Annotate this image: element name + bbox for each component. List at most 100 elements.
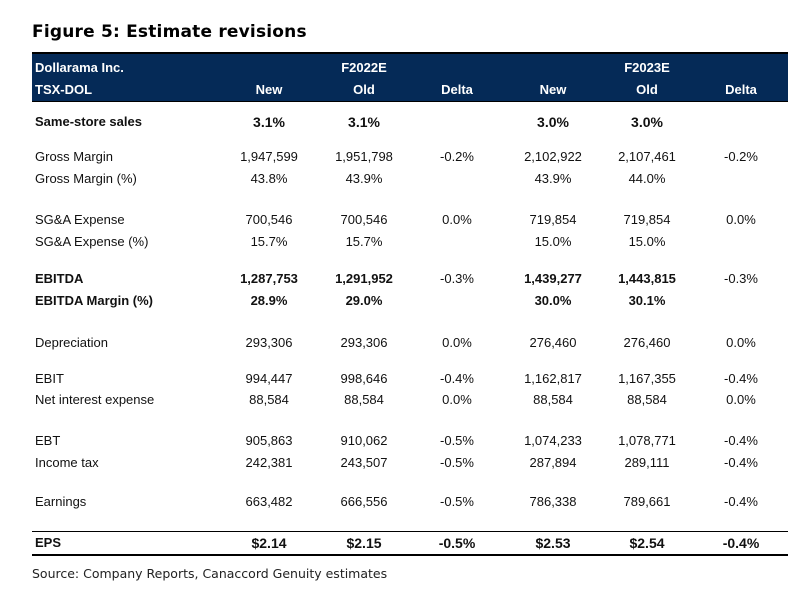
cell-f23-old: $2.54 <box>629 535 665 551</box>
cell-f22-old: 293,306 <box>340 335 388 350</box>
cell-f23-delta: 0.0% <box>726 212 756 227</box>
cell-f23-delta: -0.2% <box>724 149 758 164</box>
cell-f23-old: 1,443,815 <box>618 271 676 286</box>
cell-f22-new: 88,584 <box>249 392 289 407</box>
cell-f23-old: 1,167,355 <box>618 371 676 386</box>
cell-f22-old: 910,062 <box>340 433 388 448</box>
cell-f22-delta: -0.5% <box>438 535 476 551</box>
cell-f22-delta: -0.5% <box>440 494 474 509</box>
cell-f23-delta: -0.4% <box>724 371 758 386</box>
cell-f23-new: 43.9% <box>534 171 572 186</box>
row-label: Gross Margin (%) <box>35 171 137 186</box>
cell-f22-new: 663,482 <box>245 494 293 509</box>
cell-f23-new: 287,894 <box>529 455 577 470</box>
cell-f22-new: 700,546 <box>245 212 293 227</box>
cell-f23-old: 3.0% <box>631 114 663 130</box>
cell-f22-new: 994,447 <box>245 371 293 386</box>
cell-f22-old: 15.7% <box>345 234 383 249</box>
header-period-f2022e: F2022E <box>341 60 387 75</box>
header-f23-new: New <box>539 82 567 97</box>
header-f23-old: Old <box>636 82 658 97</box>
figure-title: Figure 5: Estimate revisions <box>32 22 307 42</box>
cell-f22-old: 666,556 <box>340 494 388 509</box>
cell-f22-new: 242,381 <box>245 455 293 470</box>
cell-f22-old: 29.0% <box>345 293 383 308</box>
cell-f23-new: 15.0% <box>534 234 572 249</box>
cell-f22-delta: -0.3% <box>440 271 474 286</box>
cell-f22-old: $2.15 <box>346 535 382 551</box>
header-f22-old: Old <box>353 82 375 97</box>
cell-f22-new: 3.1% <box>253 114 285 130</box>
header-ticker: TSX-DOL <box>35 82 93 97</box>
cell-f23-new: 719,854 <box>529 212 577 227</box>
cell-f22-new: 905,863 <box>245 433 293 448</box>
cell-f22-old: 1,951,798 <box>335 149 393 164</box>
cell-f22-delta: 0.0% <box>442 335 472 350</box>
row-label: EBIT <box>35 371 64 386</box>
cell-f23-delta: 0.0% <box>726 335 756 350</box>
header-company: Dollarama Inc. <box>35 60 124 75</box>
row-label: SG&A Expense <box>35 212 125 227</box>
header-f23-delta: Delta <box>725 82 757 97</box>
cell-f22-delta: -0.5% <box>440 455 474 470</box>
cell-f23-delta: -0.4% <box>724 455 758 470</box>
row-label: Net interest expense <box>35 392 155 407</box>
cell-f22-old: 1,291,952 <box>335 271 393 286</box>
cell-f23-new: 3.0% <box>537 114 569 130</box>
cell-f22-delta: -0.4% <box>440 371 474 386</box>
header-f22-delta: Delta <box>441 82 473 97</box>
cell-f23-old: 88,584 <box>627 392 667 407</box>
table-header: Dollarama Inc. TSX-DOL F2022E F2023E New… <box>32 52 788 102</box>
cell-f23-new: 30.0% <box>534 293 572 308</box>
cell-f22-new: 43.8% <box>250 171 288 186</box>
header-period-f2023e: F2023E <box>624 60 670 75</box>
cell-f23-old: 789,661 <box>623 494 671 509</box>
cell-f22-old: 243,507 <box>340 455 388 470</box>
cell-f23-delta: -0.4% <box>724 494 758 509</box>
cell-f23-new: 2,102,922 <box>524 149 582 164</box>
row-label: Depreciation <box>35 335 108 350</box>
cell-f22-new: 28.9% <box>250 293 288 308</box>
row-label: Same-store sales <box>35 114 142 129</box>
cell-f23-delta: 0.0% <box>726 392 756 407</box>
cell-f22-delta: -0.2% <box>440 149 474 164</box>
row-label: EBT <box>35 433 61 448</box>
cell-f23-new: 1,162,817 <box>524 371 582 386</box>
row-label: SG&A Expense (%) <box>35 234 149 249</box>
cell-f23-old: 289,111 <box>624 455 670 470</box>
cell-f23-old: 30.1% <box>628 293 666 308</box>
cell-f22-old: 88,584 <box>344 392 384 407</box>
cell-f23-new: 786,338 <box>529 494 577 509</box>
cell-f22-delta: 0.0% <box>442 212 472 227</box>
cell-f22-new: 293,306 <box>245 335 293 350</box>
source-note: Source: Company Reports, Canaccord Genui… <box>32 566 388 581</box>
cell-f22-delta: -0.5% <box>440 433 474 448</box>
header-f22-new: New <box>255 82 283 97</box>
cell-f23-new: 1,439,277 <box>524 271 582 286</box>
cell-f23-old: 1,078,771 <box>618 433 676 448</box>
cell-f22-new: 1,947,599 <box>240 149 298 164</box>
cell-f22-old: 3.1% <box>348 114 380 130</box>
row-label: Earnings <box>35 494 87 509</box>
cell-f22-old: 43.9% <box>345 171 383 186</box>
cell-f23-new: 1,074,233 <box>524 433 582 448</box>
cell-f23-new: $2.53 <box>535 535 571 551</box>
row-label: EBITDA <box>35 271 84 286</box>
cell-f23-old: 719,854 <box>623 212 671 227</box>
cell-f23-old: 276,460 <box>623 335 671 350</box>
cell-f22-new: 15.7% <box>250 234 288 249</box>
row-label: Income tax <box>35 455 99 470</box>
row-label: Gross Margin <box>35 149 114 164</box>
cell-f23-old: 15.0% <box>628 234 666 249</box>
row-label: EBITDA Margin (%) <box>35 293 153 308</box>
cell-f23-new: 88,584 <box>533 392 573 407</box>
cell-f22-new: 1,287,753 <box>240 271 298 286</box>
cell-f22-old: 700,546 <box>340 212 388 227</box>
cell-f23-delta: -0.4% <box>724 433 758 448</box>
eps-bottom-rule <box>32 554 788 556</box>
cell-f23-old: 44.0% <box>628 171 666 186</box>
cell-f22-new: $2.14 <box>251 535 287 551</box>
row-label: EPS <box>35 535 62 550</box>
cell-f22-old: 998,646 <box>340 371 388 386</box>
cell-f23-new: 276,460 <box>529 335 577 350</box>
